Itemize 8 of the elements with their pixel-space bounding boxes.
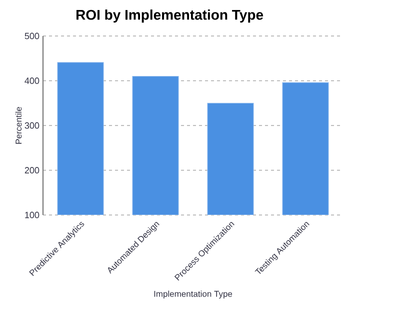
y-tick-label: 300 <box>24 122 40 129</box>
y-tick-label: 100 <box>25 212 40 218</box>
x-axis-title: Implementation Type <box>154 290 232 299</box>
y-axis-title: Percentile <box>15 106 22 144</box>
y-tick-label: 400 <box>24 78 40 84</box>
y-tick-label: 200 <box>24 167 40 174</box>
y-tick-label: 500 <box>24 32 40 40</box>
chart-title: ROI by Implementation Type <box>76 10 264 23</box>
